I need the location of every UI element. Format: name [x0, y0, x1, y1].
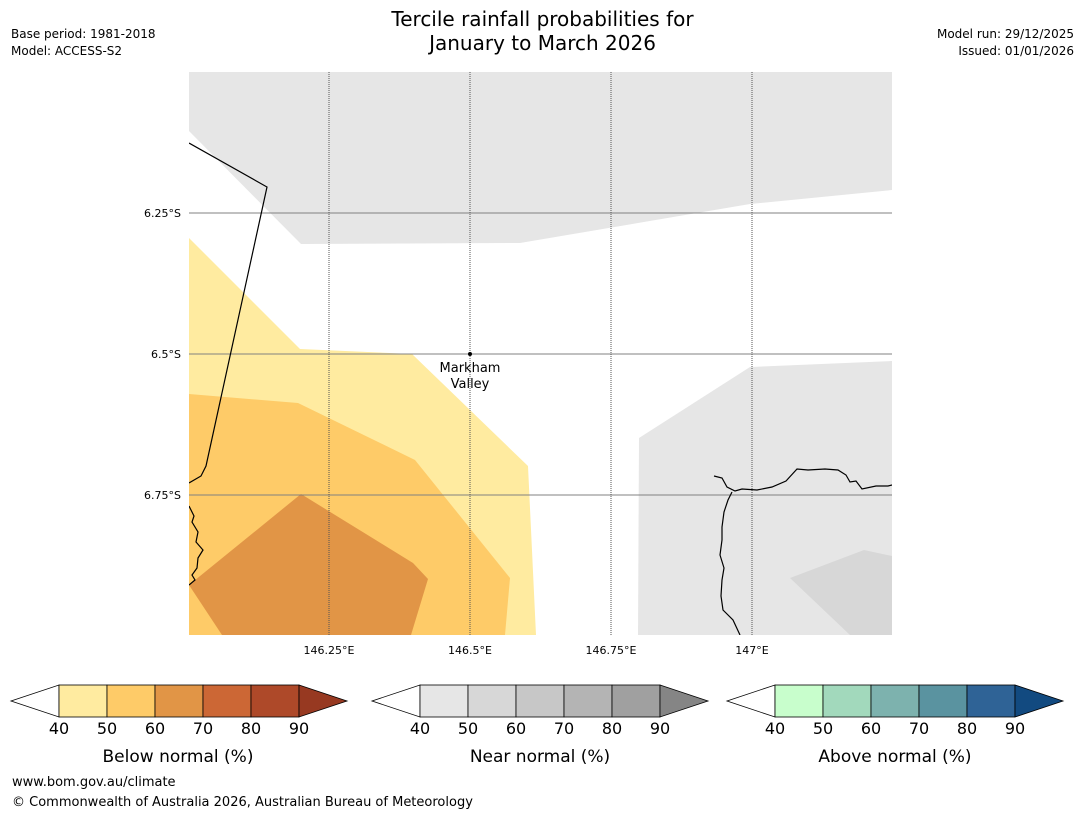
model-text: Model: ACCESS-S2	[11, 44, 123, 58]
lon-label-146.75E: 146.75°E	[586, 644, 637, 657]
markham-valley-marker	[468, 352, 472, 356]
colorbar-tick-label: 50	[813, 719, 833, 738]
colorbar-tick-label: 90	[1005, 719, 1025, 738]
lon-label-147E: 147°E	[735, 644, 768, 657]
place-label-line2: Valley	[451, 377, 490, 392]
near-normal-region-southeast-inner	[790, 550, 892, 635]
colorbar-tick-label: 70	[193, 719, 213, 738]
colorbar-above-normal: 40 50 60 70 80 90	[725, 684, 1065, 738]
colorbar-segment	[202, 684, 252, 718]
colorbar-tick-label: 50	[458, 719, 478, 738]
map-title-line2: January to March 2026	[429, 31, 656, 55]
issued-text: Issued: 01/01/2026	[958, 44, 1074, 58]
colorbar-segment	[419, 684, 469, 718]
colorbar-segment	[611, 684, 661, 718]
colorbar-segment	[106, 684, 156, 718]
footer-url: www.bom.gov.au/climate	[12, 775, 176, 790]
colorbar-segment	[467, 684, 517, 718]
map-plot-area	[189, 72, 892, 635]
lat-label-6.75S: 6.75°S	[144, 489, 181, 502]
colorbar-tick-label: 60	[861, 719, 881, 738]
colorbar-extend-left	[725, 684, 776, 718]
coastline-huon-gulf	[713, 468, 892, 492]
lon-label-146.25E: 146.25°E	[304, 644, 355, 657]
footer-copyright: © Commonwealth of Australia 2026, Austra…	[12, 795, 473, 810]
colorbar-segment	[774, 684, 824, 718]
header-meta-left: Base period: 1981-2018 Model: ACCESS-S2	[11, 26, 156, 60]
colorbar-segment	[250, 684, 300, 718]
lon-label-146.5E: 146.5°E	[448, 644, 492, 657]
below-normal-region-60-70	[189, 494, 428, 635]
river-markham	[719, 491, 741, 635]
colorbar-tick-label: 90	[650, 719, 670, 738]
colorbar-segment	[870, 684, 920, 718]
colorbar-segment	[822, 684, 872, 718]
province-border-line	[189, 142, 268, 484]
colorbar-label-above-normal: Above normal (%)	[818, 747, 971, 767]
latitude-gridlines	[189, 212, 892, 496]
colorbar-extend-left	[9, 684, 60, 718]
base-period-text: Base period: 1981-2018	[11, 27, 156, 41]
colorbar-segment	[966, 684, 1016, 718]
colorbar-segment	[154, 684, 204, 718]
colorbar-near-normal: 40 50 60 70 80 90	[370, 684, 710, 738]
lat-label-6.25S: 6.25°S	[144, 207, 181, 220]
colorbar-extend-right	[659, 684, 710, 718]
map-title: Tercile rainfall probabilities for Janua…	[0, 7, 1085, 55]
colorbar-segment	[58, 684, 108, 718]
map-title-line1: Tercile rainfall probabilities for	[391, 7, 694, 31]
colorbar-tick-label: 40	[49, 719, 69, 738]
colorbar-segment	[563, 684, 613, 718]
colorbar-tick-label: 80	[602, 719, 622, 738]
colorbar-tick-label: 40	[410, 719, 430, 738]
colorbar-tick-label: 80	[241, 719, 261, 738]
near-normal-region-north	[189, 72, 892, 244]
colorbar-below-normal: 40 50 60 70 80 90	[9, 684, 349, 738]
place-label-line1: Markham	[440, 361, 501, 376]
colorbar-segment	[515, 684, 565, 718]
colorbar-tick-label: 70	[909, 719, 929, 738]
colorbar-segment	[918, 684, 968, 718]
colorbar-tick-label: 80	[957, 719, 977, 738]
header-meta-right: Model run: 29/12/2025 Issued: 01/01/2026	[937, 26, 1074, 60]
colorbar-extend-right	[298, 684, 349, 718]
colorbar-tick-label: 40	[765, 719, 785, 738]
colorbar-tick-label: 60	[506, 719, 526, 738]
colorbar-label-below-normal: Below normal (%)	[103, 747, 254, 767]
colorbar-tick-label: 60	[145, 719, 165, 738]
colorbar-tick-label: 90	[289, 719, 309, 738]
colorbar-tick-label: 50	[97, 719, 117, 738]
colorbar-tick-label: 70	[554, 719, 574, 738]
lat-label-6.5S: 6.5°S	[151, 348, 181, 361]
colorbar-label-near-normal: Near normal (%)	[470, 747, 610, 767]
coastline-west	[189, 505, 204, 586]
colorbar-extend-right	[1014, 684, 1065, 718]
colorbar-extend-left	[370, 684, 421, 718]
model-run-text: Model run: 29/12/2025	[936, 27, 1074, 41]
